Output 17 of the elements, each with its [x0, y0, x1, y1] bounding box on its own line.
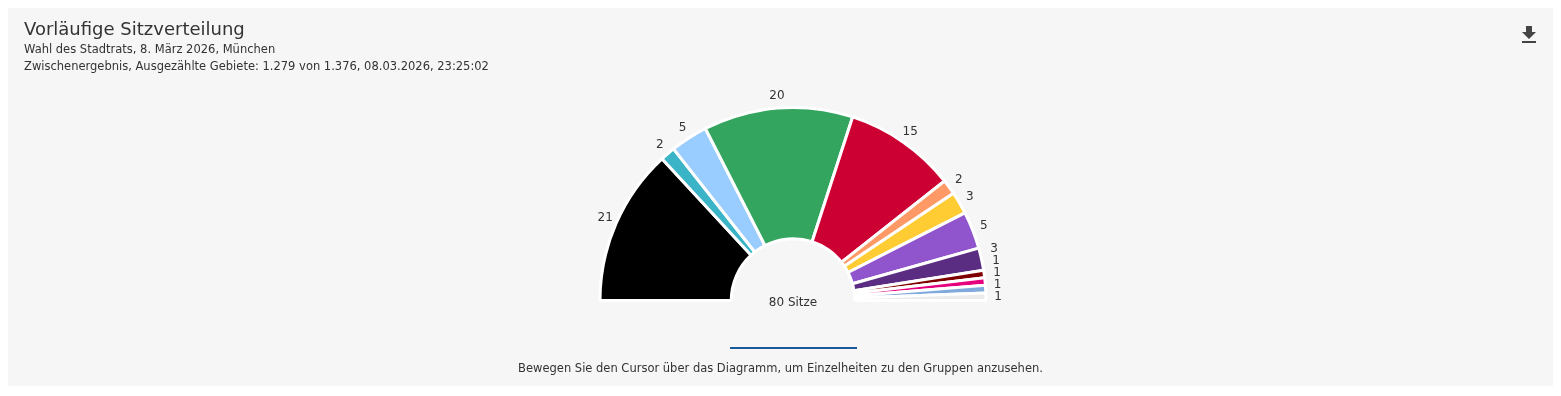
text: Vorläufige Sitzverteilung — [24, 18, 246, 39]
data-label: 3 — [966, 188, 974, 203]
data-label: 5 — [678, 119, 687, 134]
text: Wahl des Stadtrats, 8. März 2026, München Zwischenergebnis, Ausgezählte Gebiete: 1.279 von 1.376, 08.03.2026, 23:25:02 — [24, 42, 490, 73]
data-label: 1 — [992, 252, 1000, 267]
data-label: 1 — [993, 264, 1001, 279]
data-label: 15 — [902, 124, 918, 139]
data-label: 3 — [990, 240, 998, 255]
data-label: 2 — [656, 136, 664, 151]
data-label: 21 — [597, 210, 613, 225]
text: 80 Sitze — [768, 294, 818, 309]
text: Bewegen Sie den Cursor über das Diagramm, um Einzelheiten zu den Gruppen anzusehen. — [517, 361, 1044, 375]
data-label: 5 — [980, 217, 988, 232]
data-label: 1 — [993, 276, 1002, 291]
data-label: 2 — [955, 172, 963, 187]
data-label: 20 — [769, 88, 785, 103]
data-label: 1 — [994, 288, 1002, 303]
